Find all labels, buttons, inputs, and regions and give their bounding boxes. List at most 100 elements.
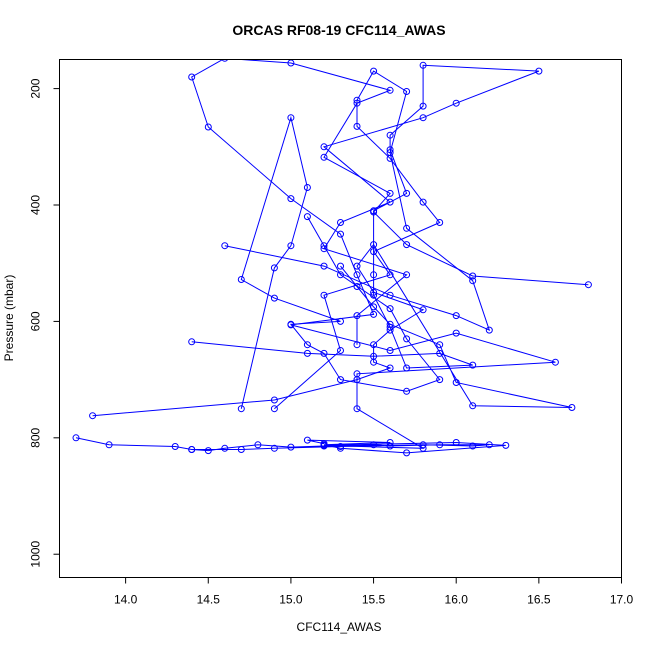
data-point: [370, 241, 378, 249]
data-point: [221, 59, 229, 62]
data-point: [320, 349, 328, 357]
data-point: [452, 379, 460, 386]
data-point: [584, 281, 592, 289]
data-point: [320, 143, 328, 151]
data-point: [403, 387, 411, 395]
plot-frame: [59, 59, 622, 578]
data-point: [237, 276, 245, 283]
series-line: [224, 70, 491, 410]
data-point: [337, 219, 344, 226]
data-point: [320, 242, 328, 250]
data-point: [469, 361, 477, 369]
data-point: [419, 61, 427, 69]
series-line: [75, 437, 490, 452]
data-point: [188, 446, 196, 453]
data-point: [221, 444, 229, 452]
data-point: [237, 446, 245, 453]
data-point: [386, 442, 394, 450]
data-point: [469, 442, 477, 450]
x-tick-label: 14.5: [197, 593, 221, 607]
data-point: [303, 213, 311, 221]
plot-area: [72, 59, 592, 457]
x-axis: 14.0 14.5 15.0 15.5 16.0 16.5 17.0: [114, 577, 634, 607]
y-tick-label: 400: [29, 195, 43, 215]
data-point: [436, 219, 444, 226]
data-point: [320, 153, 328, 161]
data-point: [370, 358, 378, 366]
data-point: [386, 131, 394, 139]
data-point: [287, 114, 295, 122]
data-point: [337, 376, 344, 384]
data-point: [485, 441, 493, 449]
data-point: [436, 376, 444, 384]
data-point: [403, 88, 411, 95]
data-point: [370, 271, 378, 279]
data-point: [370, 341, 378, 349]
data-point: [386, 189, 394, 197]
data-point: [403, 241, 411, 249]
data-point: [403, 224, 411, 232]
data-point: [353, 283, 361, 290]
data-point: [337, 262, 344, 270]
data-point: [105, 441, 113, 449]
data-point: [386, 86, 394, 94]
data-point: [337, 317, 344, 325]
data-point: [386, 320, 394, 328]
data-point: [287, 443, 295, 451]
data-point: [469, 402, 477, 410]
data-point: [386, 198, 394, 206]
data-point: [270, 294, 278, 302]
data-point: [72, 434, 80, 442]
data-point: [386, 154, 394, 162]
data-point: [320, 262, 328, 270]
data-point: [270, 405, 278, 413]
data-point: [419, 198, 427, 206]
y-tick-label: 1000: [29, 541, 43, 568]
data-point: [171, 443, 179, 450]
x-tick-label: 15.0: [279, 593, 303, 607]
data-point: [287, 195, 295, 203]
y-tick-label: 600: [29, 311, 43, 331]
y-tick-label: 800: [29, 427, 43, 447]
data-point: [419, 306, 427, 314]
data-point: [436, 441, 444, 449]
data-point: [320, 291, 328, 299]
data-point: [370, 67, 378, 75]
data-point: [452, 329, 460, 337]
data-point: [370, 248, 378, 256]
data-point: [403, 364, 411, 372]
data-point: [337, 347, 344, 354]
data-point: [386, 347, 394, 354]
data-point: [386, 305, 394, 313]
data-point: [270, 264, 278, 272]
chart-title: ORCAS RF08-19 CFC114_AWAS: [232, 22, 445, 38]
data-point: [353, 262, 361, 270]
data-point: [353, 312, 361, 320]
data-point: [370, 310, 378, 318]
data-point: [419, 441, 427, 449]
data-point: [436, 341, 444, 349]
data-point: [320, 442, 328, 450]
data-point: [370, 207, 378, 215]
data-point: [188, 73, 196, 81]
data-point: [303, 349, 311, 357]
data-point: [254, 441, 262, 449]
data-point: [237, 405, 245, 413]
data-point: [188, 338, 196, 346]
x-tick-label: 15.5: [362, 593, 386, 607]
data-point: [469, 272, 477, 280]
x-tick-label: 16.0: [445, 593, 469, 607]
data-point: [337, 271, 344, 279]
data-point: [452, 312, 460, 320]
data-point: [270, 444, 278, 452]
data-point: [419, 114, 427, 122]
data-point: [287, 242, 295, 250]
x-axis-label: CFC114_AWAS: [297, 620, 382, 634]
data-point: [436, 349, 444, 357]
y-axis-label: Pressure (mbar): [2, 275, 16, 362]
data-point: [370, 288, 378, 296]
x-tick-label: 17.0: [610, 593, 634, 607]
data-point: [403, 189, 411, 197]
y-axis: 200 400 600 800 1000: [29, 78, 60, 568]
